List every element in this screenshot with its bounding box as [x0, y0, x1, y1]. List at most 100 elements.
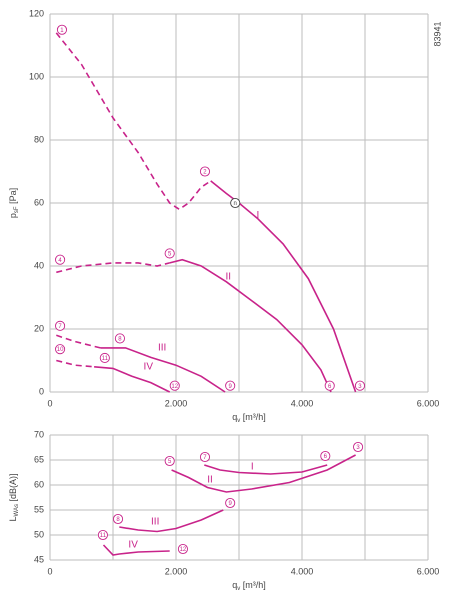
- y-tick-label: 50: [34, 529, 44, 539]
- x-axis-title-part: q: [232, 580, 237, 590]
- curve-label: I: [251, 462, 254, 473]
- point-marker-label: 10: [57, 347, 64, 353]
- curve-label: III: [151, 517, 159, 528]
- x-tick-label: 0: [47, 566, 52, 576]
- y-tick-label: 120: [29, 8, 44, 18]
- point-marker-label: 2: [203, 170, 207, 176]
- y-tick-label: 55: [34, 504, 44, 514]
- x-tick-label: 4.000: [291, 566, 314, 576]
- x-axis-title-part: [m³/h]: [240, 412, 266, 422]
- point-marker: [324, 380, 335, 391]
- point-marker: [164, 455, 175, 467]
- point-marker-label: 7: [203, 455, 207, 461]
- point-marker-label: 5: [168, 251, 172, 257]
- point-marker-label: 3: [356, 445, 360, 451]
- y-tick-label: 20: [34, 323, 44, 333]
- point-marker-label: 11: [100, 533, 107, 539]
- point-marker-label: 5: [168, 459, 172, 465]
- y-tick-label: 0: [39, 386, 44, 396]
- x-tick-label: 0: [47, 398, 52, 408]
- point-marker-label: 8: [118, 337, 122, 343]
- y-tick-label: 40: [34, 260, 44, 270]
- y-axis-title: LWAs [dB(A)]: [8, 474, 19, 522]
- y-axis-title-part: [dB(A)]: [8, 474, 18, 505]
- curve-label: I: [257, 210, 260, 221]
- curve: [171, 454, 356, 493]
- point-marker-label: 7: [58, 324, 62, 330]
- point-marker: [97, 529, 108, 541]
- point-marker: [55, 320, 66, 331]
- y-tick-label: 45: [34, 554, 44, 564]
- y-tick-label: 70: [34, 429, 44, 439]
- point-marker-label: 1: [60, 28, 64, 34]
- dashed-curve: [55, 32, 212, 211]
- curve-label: II: [207, 475, 213, 486]
- point-marker-label: 8: [116, 517, 120, 523]
- point-marker-label: n: [234, 201, 237, 207]
- curve-label: IV: [128, 540, 138, 551]
- x-axis-title-part: q: [232, 412, 237, 422]
- point-marker: [320, 450, 331, 462]
- x-tick-label: 6.000: [417, 566, 440, 576]
- point-marker-label: 6: [328, 384, 332, 390]
- x-tick-label: 2.000: [165, 566, 188, 576]
- point-marker-label: 3: [358, 384, 362, 390]
- y-tick-label: 100: [29, 71, 44, 81]
- curve: [119, 509, 224, 533]
- point-marker-label: 6: [324, 454, 328, 460]
- point-marker: [55, 254, 66, 265]
- x-axis-title: qv [m³/h]: [232, 580, 266, 591]
- curve-label: II: [226, 272, 232, 283]
- x-tick-label: 6.000: [417, 398, 440, 408]
- point-marker: [55, 344, 66, 355]
- y-tick-label: 60: [34, 479, 44, 489]
- point-marker-label: 12: [180, 547, 187, 553]
- y-axis-title: psF [Pa]: [8, 188, 19, 218]
- point-marker: [164, 248, 175, 259]
- point-marker: [225, 497, 236, 509]
- point-marker: [225, 380, 236, 391]
- curve: [204, 464, 328, 475]
- y-tick-label: 80: [34, 134, 44, 144]
- y-axis-title-part: sF: [14, 206, 20, 213]
- point-marker: [112, 513, 124, 525]
- curve: [100, 347, 226, 393]
- y-tick-label: 60: [34, 197, 44, 207]
- point-marker: [230, 197, 241, 209]
- y-axis-title-part: L: [8, 516, 18, 521]
- point-marker: [99, 352, 110, 364]
- point-marker: [169, 380, 180, 391]
- curve-label: III: [158, 343, 166, 354]
- curve: [102, 544, 170, 556]
- x-axis-title-part: v: [237, 586, 240, 592]
- x-tick-label: 2.000: [165, 398, 188, 408]
- point-marker: [353, 441, 364, 453]
- curve: [169, 258, 332, 393]
- point-marker-label: 4: [58, 258, 62, 264]
- point-marker: [114, 333, 125, 344]
- y-axis-title-part: p: [8, 213, 18, 218]
- x-axis-title: qv [m³/h]: [232, 412, 266, 423]
- x-tick-label: 4.000: [291, 398, 314, 408]
- point-marker: [354, 380, 366, 391]
- point-marker-label: 11: [102, 356, 109, 362]
- x-axis-title-part: v: [237, 418, 240, 424]
- point-marker-label: 9: [229, 501, 233, 507]
- point-marker-label: 9: [229, 384, 233, 390]
- x-axis-title-part: [m³/h]: [240, 580, 266, 590]
- y-axis-title-part: [Pa]: [8, 188, 18, 207]
- point-marker: [199, 451, 211, 463]
- curve: [94, 366, 171, 393]
- point-marker: [56, 24, 68, 35]
- y-tick-label: 65: [34, 454, 44, 464]
- dashed-curve: [56, 262, 170, 274]
- point-marker: [199, 166, 211, 177]
- point-marker: [177, 543, 188, 555]
- point-marker-label: 12: [171, 384, 178, 390]
- curve-label: IV: [144, 361, 154, 372]
- curve: [210, 180, 357, 393]
- y-axis-title-part: WAs: [14, 504, 20, 516]
- drawing-number: 83941: [432, 21, 442, 46]
- dashed-curve: [56, 359, 95, 368]
